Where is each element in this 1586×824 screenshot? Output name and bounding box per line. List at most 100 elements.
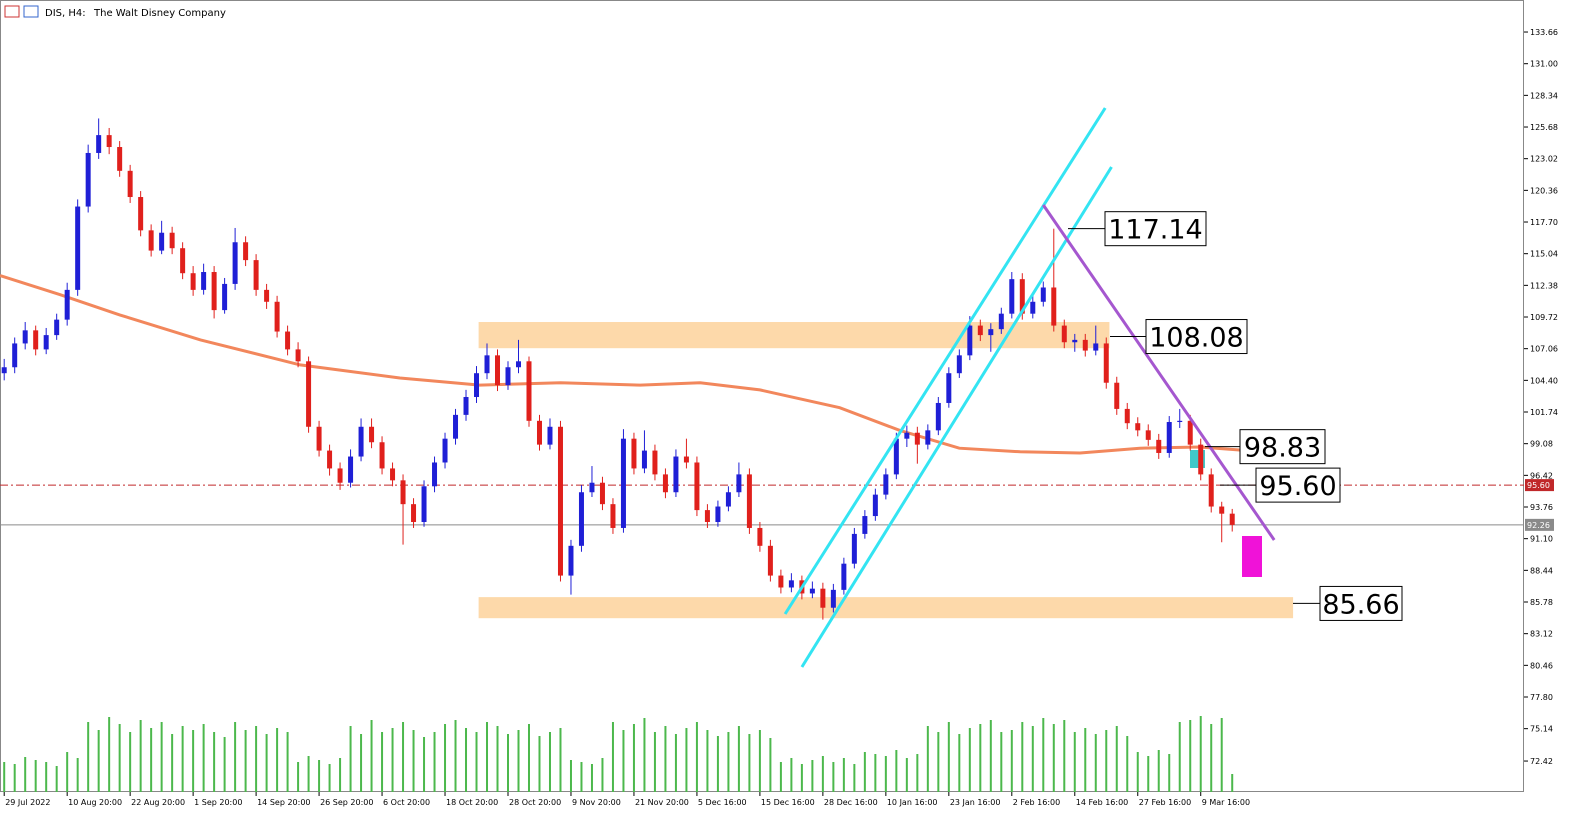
- volume-bar: [402, 722, 405, 792]
- candle-body: [841, 563, 847, 590]
- y-tick-label: 107.06: [1530, 345, 1558, 354]
- candle-body: [988, 329, 994, 336]
- candle-body: [1072, 339, 1078, 343]
- x-tick-label: 15 Dec 16:00: [761, 798, 815, 807]
- volume-bar: [1199, 716, 1202, 792]
- volume-bar: [129, 732, 132, 792]
- candle-body: [536, 420, 542, 445]
- x-tick-label: 27 Feb 16:00: [1139, 798, 1191, 807]
- y-tick-label: 133.66: [1530, 28, 1558, 37]
- candle-body: [211, 272, 217, 311]
- volume-bar: [507, 734, 509, 792]
- axis-price-box: [1525, 518, 1554, 531]
- volume-bar: [1168, 754, 1171, 792]
- volume-bar: [150, 728, 153, 792]
- x-tick-label: 5 Dec 16:00: [698, 798, 747, 807]
- y-tick-label: 128.34: [1530, 91, 1558, 100]
- volume-bar: [3, 762, 6, 792]
- x-tick-label: 21 Nov 20:00: [635, 798, 689, 807]
- volume-bar: [444, 724, 447, 792]
- x-tick-label: 22 Aug 20:00: [131, 798, 185, 807]
- candle-body: [75, 206, 81, 290]
- y-tick-label: 115.04: [1530, 250, 1558, 259]
- volume-bar: [685, 728, 688, 792]
- candle-body: [54, 319, 60, 336]
- icon: [4, 5, 20, 18]
- candle-body: [337, 468, 343, 483]
- candle-body: [694, 462, 700, 511]
- volume-bar: [1073, 732, 1076, 792]
- volume-bar: [234, 722, 237, 792]
- volume-bar: [276, 728, 279, 792]
- volume-bar: [548, 732, 551, 792]
- candle-body: [484, 355, 490, 374]
- volume-bar: [716, 736, 719, 792]
- volume-bar: [1010, 730, 1013, 792]
- volume-bar: [1042, 718, 1045, 792]
- candle-body: [1124, 408, 1130, 424]
- x-tick-label: 9 Mar 16:00: [1202, 798, 1250, 807]
- y-tick-label: 109.72: [1530, 313, 1558, 322]
- candle-body: [106, 135, 112, 148]
- candle-body: [925, 430, 931, 445]
- candle-body: [862, 516, 868, 534]
- volume-bar: [916, 754, 919, 792]
- volume-layer: [3, 716, 1234, 792]
- volume-bar: [664, 726, 667, 792]
- candle-body: [652, 450, 658, 475]
- axis-price-label: 92.26: [1527, 521, 1550, 530]
- volume-bar: [1231, 774, 1234, 792]
- candle-body: [851, 533, 857, 564]
- candle-body: [683, 456, 689, 463]
- volume-bar: [45, 762, 48, 792]
- volume-bar: [223, 737, 226, 792]
- target-box: [1242, 536, 1262, 577]
- volume-bar: [1178, 722, 1181, 792]
- candle-body: [117, 147, 123, 171]
- candle-body: [421, 486, 427, 523]
- candle-body: [767, 545, 773, 576]
- candle-body: [505, 367, 511, 386]
- x-tick-label: 28 Oct 20:00: [509, 798, 561, 807]
- volume-bar: [76, 758, 79, 792]
- volume-bar: [517, 730, 520, 792]
- candle-body: [599, 482, 605, 505]
- candle-body: [788, 580, 794, 588]
- candle-body: [1040, 287, 1046, 302]
- x-tick-label: 9 Nov 20:00: [572, 798, 621, 807]
- zone: [478, 597, 1294, 619]
- candle-body: [715, 506, 721, 523]
- candle-body: [453, 414, 459, 439]
- volume-bar: [1147, 756, 1150, 792]
- y-tick-label: 120.36: [1530, 186, 1558, 195]
- volume-bar: [433, 732, 436, 792]
- price-label: 98.83: [1244, 433, 1321, 464]
- volume-bar: [192, 730, 195, 792]
- candle-body: [568, 545, 574, 576]
- y-tick-label: 75.14: [1530, 725, 1553, 734]
- volume-bar: [937, 732, 940, 792]
- price-label: 117.14: [1108, 215, 1202, 246]
- candle-body: [295, 349, 301, 362]
- candle-body: [169, 232, 175, 249]
- volume-bar: [905, 758, 908, 792]
- candle-body: [390, 468, 396, 481]
- candle-body: [96, 135, 102, 153]
- candle-body: [253, 260, 259, 290]
- volume-bar: [811, 760, 814, 792]
- volume-bar: [1105, 730, 1108, 792]
- volume-bar: [559, 728, 562, 792]
- candle-body: [1093, 343, 1099, 351]
- axis-price-box: [1525, 479, 1554, 492]
- y-tick-label: 72.42: [1530, 757, 1553, 766]
- candle-body: [22, 330, 28, 344]
- candle-body: [872, 494, 878, 517]
- y-tick-label: 131.00: [1530, 60, 1558, 69]
- candle-body: [1208, 474, 1214, 507]
- volume-bar: [884, 756, 887, 792]
- volume-bar: [758, 730, 761, 792]
- price-label-box: [1255, 467, 1341, 503]
- volume-bar: [706, 730, 709, 792]
- trend-line: [1042, 204, 1276, 541]
